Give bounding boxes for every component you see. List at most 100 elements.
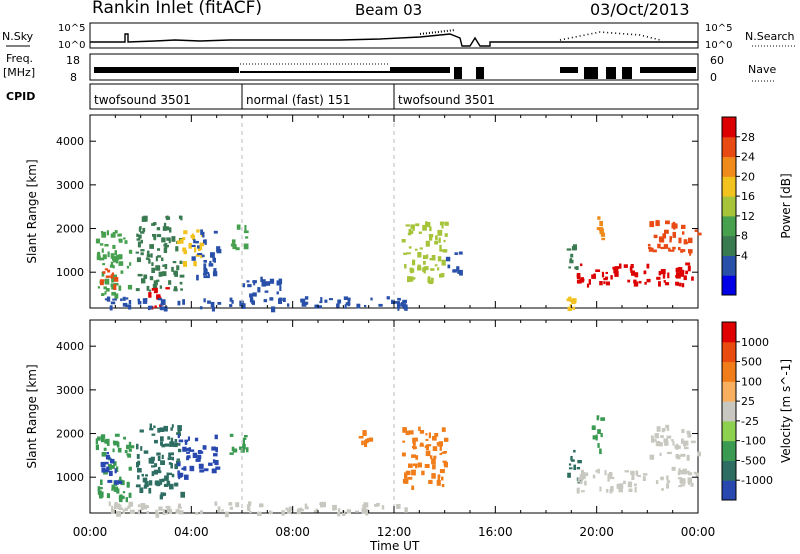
range-time-cell <box>439 453 443 456</box>
range-time-cell <box>143 274 148 279</box>
range-time-cell <box>101 248 104 253</box>
range-time-cell <box>579 474 584 480</box>
range-time-cell <box>120 270 124 274</box>
range-time-cell <box>576 273 581 277</box>
range-time-cell <box>140 446 143 451</box>
range-time-cell <box>232 239 235 243</box>
range-time-cell <box>347 300 350 307</box>
range-time-cell <box>401 239 406 243</box>
range-time-cell <box>252 280 257 284</box>
range-time-cell <box>684 241 689 244</box>
range-time-cell <box>423 267 426 274</box>
range-time-cell <box>386 296 390 300</box>
range-time-cell <box>170 427 173 431</box>
range-time-cell <box>395 301 400 304</box>
range-time-cell <box>153 425 156 429</box>
range-time-cell <box>597 468 600 474</box>
range-time-cell <box>175 246 179 252</box>
range-time-cell <box>649 454 655 460</box>
range-time-cell <box>128 249 133 254</box>
range-time-cell <box>148 258 151 264</box>
range-time-cell <box>605 271 608 274</box>
range-time-cell <box>666 483 670 489</box>
range-time-cell <box>168 452 171 458</box>
range-time-cell <box>599 220 603 227</box>
range-time-cell <box>588 279 591 285</box>
range-time-cell <box>168 280 172 285</box>
range-time-cell <box>114 468 117 474</box>
range-time-cell <box>419 247 423 250</box>
cpid-segment-label: normal (fast) 151 <box>246 93 350 107</box>
range-time-cell <box>677 267 683 271</box>
range-time-cell <box>151 288 155 291</box>
range-time-cell <box>109 264 114 268</box>
range-time-cell <box>165 506 169 509</box>
range-time-cell <box>177 425 182 431</box>
range-time-cell <box>136 454 140 459</box>
range-time-cell <box>623 264 628 268</box>
range-time-cell <box>680 484 686 487</box>
range-time-cell <box>412 437 416 444</box>
range-time-cell <box>180 215 183 221</box>
range-time-cell <box>169 483 174 490</box>
range-time-cell <box>425 450 431 457</box>
range-time-cell <box>680 453 686 457</box>
range-time-cell <box>658 281 661 287</box>
range-time-cell <box>229 304 233 307</box>
colorbar-tick-label: 28 <box>741 131 755 144</box>
range-time-cell <box>613 268 619 274</box>
range-time-cell <box>406 252 411 255</box>
range-time-cell <box>179 281 183 285</box>
range-time-cell <box>415 455 419 460</box>
freq-tick-high: 18 <box>66 54 80 67</box>
range-time-cell <box>584 480 587 486</box>
range-time-cell <box>108 464 112 470</box>
range-time-cell <box>100 279 104 286</box>
range-time-cell <box>428 234 434 238</box>
range-time-cell <box>257 287 261 293</box>
range-time-cell <box>298 507 303 512</box>
range-time-cell <box>114 433 120 437</box>
range-time-cell <box>166 237 171 241</box>
freq-tick-low: 8 <box>70 71 77 84</box>
range-time-cell <box>146 511 149 514</box>
range-time-cell <box>362 430 367 436</box>
range-time-cell <box>161 237 166 243</box>
range-time-cell <box>285 507 288 511</box>
range-time-cell <box>207 300 211 304</box>
range-time-cell <box>573 464 576 470</box>
freq-label: Freq. <box>6 52 33 65</box>
range-time-cell <box>245 245 248 249</box>
range-time-cell <box>412 463 418 467</box>
range-time-cell <box>677 470 681 476</box>
range-time-cell <box>423 266 427 270</box>
range-time-cell <box>355 510 359 513</box>
range-time-cell <box>177 429 181 435</box>
range-time-cell <box>149 276 154 281</box>
range-time-cell <box>597 443 600 448</box>
range-time-cell <box>129 445 135 449</box>
range-time-cell <box>683 440 689 446</box>
range-time-cell <box>125 297 129 300</box>
range-time-cell <box>101 452 106 457</box>
nsky-tick-low: 10^0 <box>58 40 85 51</box>
range-time-cell <box>630 470 635 475</box>
range-time-cell <box>104 468 109 473</box>
range-time-cell <box>167 505 171 512</box>
range-time-cell <box>168 239 171 244</box>
range-time-cell <box>125 497 128 503</box>
range-time-cell <box>430 277 434 283</box>
range-time-cell <box>179 238 184 244</box>
range-time-cell <box>157 466 161 471</box>
range-time-cell <box>111 291 116 296</box>
range-time-cell <box>281 510 285 516</box>
range-time-cell <box>432 446 438 451</box>
range-time-cell <box>572 306 576 310</box>
range-time-cell <box>634 487 637 493</box>
range-time-cell <box>422 255 428 260</box>
range-time-cell <box>137 298 140 302</box>
range-time-cell <box>370 297 373 301</box>
colorbar-swatch <box>722 341 736 363</box>
range-time-cell <box>182 446 187 452</box>
range-time-cell <box>197 246 203 250</box>
